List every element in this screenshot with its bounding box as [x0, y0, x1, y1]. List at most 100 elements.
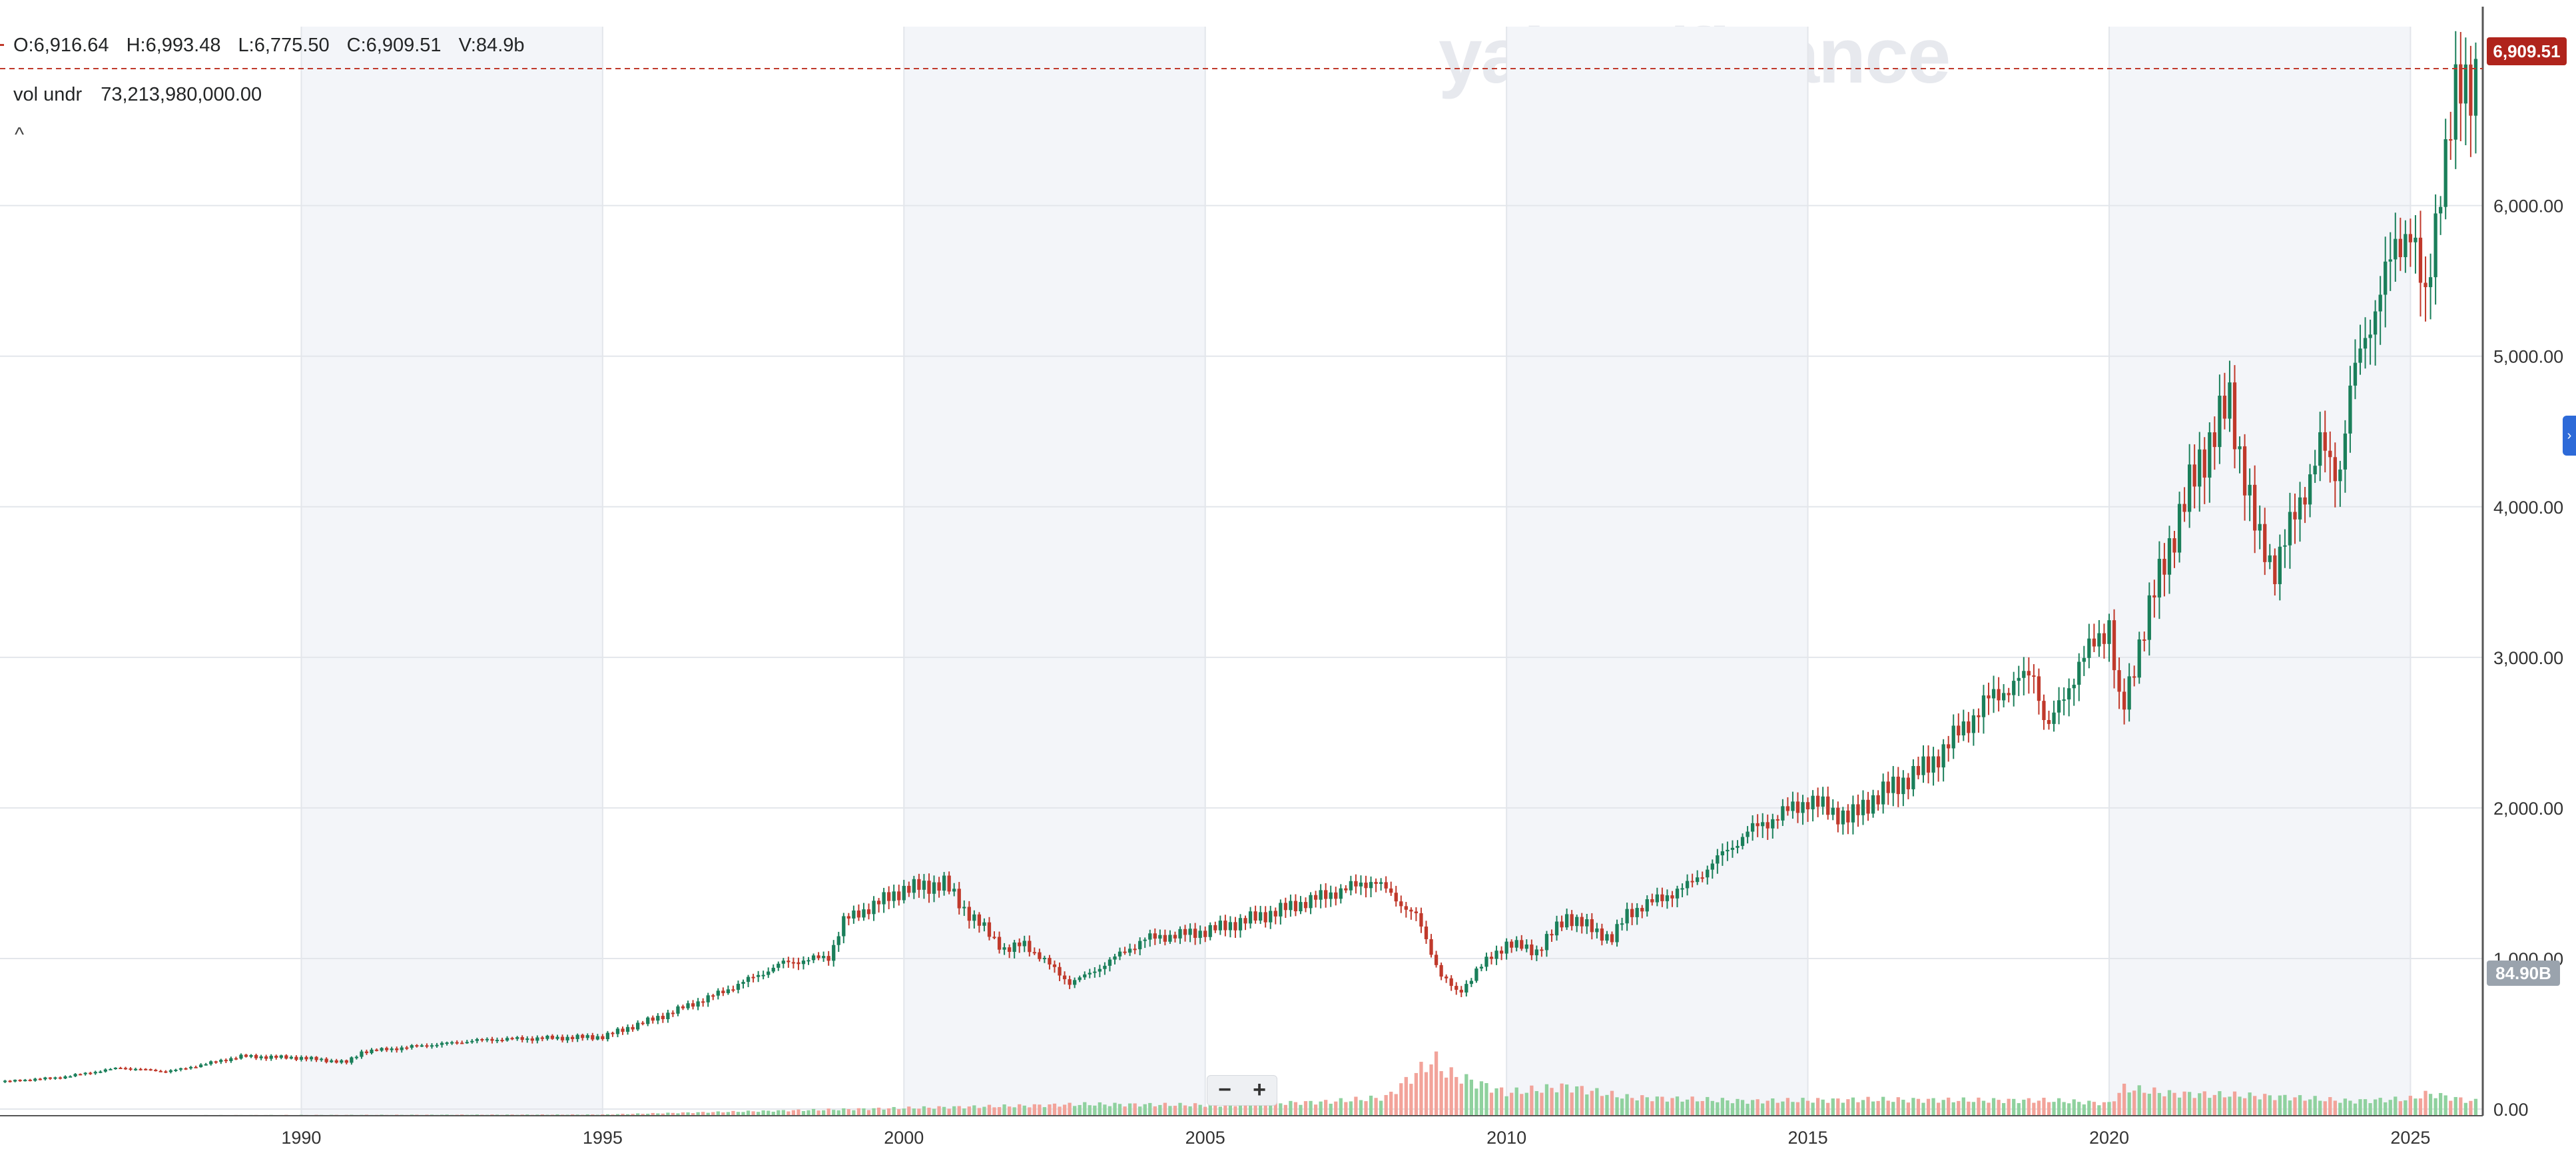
- down-volume-bar: [2423, 1090, 2427, 1116]
- up-candle: [1138, 941, 1142, 950]
- up-candle: [2057, 700, 2061, 713]
- down-candle: [254, 1054, 258, 1058]
- down-volume-bar: [846, 1109, 850, 1116]
- up-candle: [2353, 362, 2358, 386]
- collapse-chevron-icon[interactable]: ^: [15, 124, 25, 146]
- down-candle: [1459, 989, 1463, 993]
- down-volume-bar: [1007, 1106, 1012, 1116]
- up-candle: [1554, 921, 1559, 936]
- up-candle: [2308, 474, 2312, 505]
- down-volume-bar: [691, 1113, 695, 1116]
- up-candle: [1625, 909, 1629, 924]
- down-candle: [1334, 892, 1338, 899]
- up-candle: [1494, 951, 1498, 959]
- up-candle: [1238, 918, 1243, 931]
- down-volume-bar: [1038, 1104, 1042, 1116]
- down-candle: [947, 875, 951, 892]
- down-candle: [997, 937, 1002, 950]
- up-candle: [1736, 845, 1740, 848]
- up-volume-bar: [952, 1106, 956, 1116]
- down-volume-bar: [2222, 1097, 2227, 1116]
- down-volume-bar: [2242, 1098, 2247, 1116]
- up-volume-bar: [1148, 1102, 1152, 1116]
- expand-panel-chevron-icon[interactable]: ›: [2563, 416, 2576, 456]
- zoom-out-button[interactable]: −: [1218, 1077, 1231, 1102]
- down-volume-bar: [2232, 1091, 2237, 1116]
- down-candle: [500, 1040, 504, 1042]
- shaded-period-band: [2108, 27, 2411, 1116]
- up-volume-bar: [1605, 1094, 1609, 1116]
- down-candle: [937, 882, 941, 891]
- down-volume-bar: [1153, 1106, 1157, 1116]
- down-volume-bar: [816, 1110, 820, 1116]
- up-candle: [1178, 929, 1182, 939]
- down-candle: [2418, 237, 2423, 283]
- up-candle: [922, 881, 926, 890]
- up-candle: [2268, 555, 2272, 562]
- up-volume-bar: [2177, 1097, 2182, 1116]
- down-candle: [1434, 955, 1439, 965]
- shaded-period-band: [301, 27, 603, 1116]
- down-volume-bar: [1439, 1071, 1443, 1116]
- down-volume-bar: [1499, 1087, 1504, 1116]
- up-candle: [2283, 545, 2287, 547]
- down-volume-bar: [1384, 1094, 1388, 1116]
- down-candle: [1530, 944, 1534, 956]
- up-volume-bar: [2127, 1092, 2131, 1116]
- up-candle: [1921, 756, 1925, 775]
- down-candle: [415, 1045, 419, 1047]
- down-candle: [1886, 781, 1890, 793]
- down-candle: [1007, 947, 1012, 953]
- down-candle: [164, 1071, 168, 1073]
- up-volume-bar: [2062, 1102, 2066, 1116]
- down-candle: [1449, 978, 1453, 986]
- up-candle: [2167, 538, 2172, 575]
- down-volume-bar: [2273, 1100, 2277, 1116]
- down-volume-bar: [1836, 1098, 1840, 1116]
- down-candle: [129, 1068, 133, 1070]
- up-candle: [2343, 433, 2348, 470]
- zoom-in-button[interactable]: +: [1253, 1077, 1266, 1102]
- down-candle: [1590, 919, 1594, 933]
- up-volume-bar: [1178, 1102, 1182, 1116]
- up-volume-bar: [1279, 1103, 1283, 1116]
- down-candle: [294, 1056, 298, 1060]
- down-candle: [1906, 777, 1911, 789]
- up-candle: [1042, 958, 1047, 960]
- down-candle: [123, 1068, 128, 1070]
- up-candle: [832, 945, 836, 961]
- up-volume-bar: [1479, 1081, 1484, 1116]
- down-candle: [1967, 721, 1971, 733]
- up-volume-bar: [1494, 1088, 1498, 1116]
- up-volume-bar: [806, 1110, 810, 1116]
- up-volume-bar: [1248, 1105, 1253, 1116]
- up-candle: [2373, 311, 2378, 335]
- down-volume-bar: [1896, 1097, 1900, 1116]
- up-candle: [83, 1072, 87, 1074]
- down-candle: [967, 907, 971, 921]
- up-candle: [756, 975, 761, 977]
- up-volume-bar: [1484, 1083, 1488, 1116]
- down-candle: [1354, 881, 1358, 887]
- up-volume-bar: [1083, 1102, 1087, 1116]
- shaded-period-band: [1506, 27, 1808, 1116]
- down-candle: [2007, 693, 2011, 695]
- down-volume-bar: [2032, 1102, 2036, 1116]
- up-volume-bar: [1088, 1105, 1092, 1116]
- down-volume-bar: [1133, 1103, 1137, 1116]
- up-candle: [2082, 657, 2086, 662]
- down-candle: [1670, 895, 1674, 899]
- down-candle: [2398, 238, 2402, 258]
- up-volume-bar: [2358, 1099, 2362, 1116]
- up-candle: [1083, 974, 1087, 978]
- up-candle: [103, 1069, 107, 1072]
- up-candle: [806, 960, 810, 962]
- down-volume-bar: [2418, 1098, 2423, 1116]
- up-volume-bar: [585, 1114, 589, 1116]
- up-volume-bar: [1720, 1098, 1725, 1116]
- up-volume-bar: [756, 1112, 761, 1116]
- down-candle: [1560, 921, 1564, 928]
- down-candle: [2172, 538, 2176, 553]
- down-volume-bar: [1610, 1090, 1614, 1116]
